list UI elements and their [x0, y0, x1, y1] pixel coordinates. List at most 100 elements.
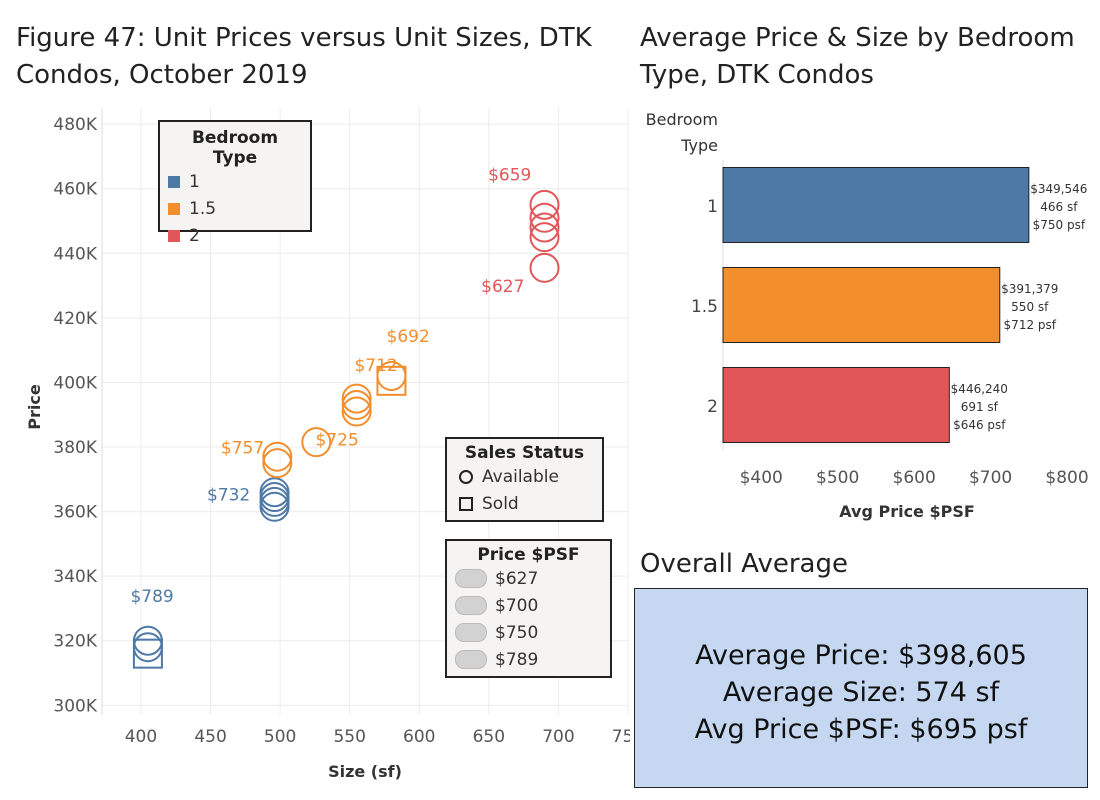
legend-title: Bedroom Type [191, 128, 279, 168]
scatter-chart-title: Figure 47: Unit Prices versus Unit Sizes… [16, 23, 592, 90]
size-swatch [455, 650, 487, 669]
legend-label: $750 [495, 622, 539, 643]
y-tick-label: 420K [53, 309, 97, 329]
color-swatch [168, 229, 180, 242]
category-header: Bedroom [646, 110, 718, 129]
x-tick-label: 550 [333, 727, 365, 747]
x-tick-label: $600 [893, 468, 936, 488]
size-swatch [455, 569, 487, 588]
circle-icon [459, 469, 473, 484]
data-label: $627 [481, 277, 524, 297]
y-tick-label: 480K [53, 115, 97, 135]
category-header: Type [680, 136, 718, 155]
overall-average-panel: Average Price: $398,605 Average Size: 57… [634, 588, 1088, 788]
data-point-available [341, 396, 372, 427]
legend-label: Available [482, 466, 559, 487]
legend-label: $789 [495, 649, 539, 670]
category-label: 1.5 [691, 297, 718, 317]
legend-item-available[interactable]: Available [459, 463, 590, 490]
data-point-available [529, 252, 560, 283]
x-tick-label: 450 [194, 727, 226, 747]
scatter-marks [132, 189, 560, 669]
legend-label: 2 [189, 225, 200, 246]
square-icon [459, 496, 473, 511]
data-label: $732 [207, 485, 250, 505]
y-tick-label: 360K [53, 503, 97, 523]
bar-data-label: $750 psf [1033, 218, 1086, 232]
legend-title: Price $PSF [477, 545, 580, 565]
data-point-available [529, 189, 560, 220]
y-tick-label: 340K [53, 567, 97, 587]
data-point-available [341, 383, 372, 414]
legend-item-sold[interactable]: Sold [459, 490, 590, 517]
size-swatch [455, 623, 487, 642]
size-swatch [455, 596, 487, 615]
legend-label: Sold [482, 493, 519, 514]
legend-label: 1 [189, 171, 200, 192]
bar-data-label: $712 psf [1004, 318, 1057, 332]
data-label: $692 [387, 327, 430, 347]
bar [722, 367, 950, 443]
legend-item-1[interactable]: 1 [168, 168, 302, 195]
x-tick-label: 500 [264, 727, 296, 747]
color-swatch [168, 202, 180, 215]
y-axis-label: Price [25, 384, 44, 430]
x-tick-label: $800 [1045, 468, 1088, 488]
bar-data-label: 466 sf [1040, 200, 1078, 214]
data-point-available [529, 212, 560, 243]
y-tick-label: 400K [53, 373, 97, 393]
x-tick-label: 700 [542, 727, 574, 747]
x-tick-label: 650 [473, 727, 505, 747]
x-tick-label: 750 [612, 727, 630, 747]
bar-axes: Bedroom Type $400 $500 $600 $700 $800 Avg Price… [646, 110, 1089, 521]
legend-label: 1.5 [189, 198, 217, 219]
bar-data-label: $391,379 [1001, 282, 1058, 296]
y-tick-label: 320K [53, 632, 97, 652]
y-tick-label: 460K [53, 180, 97, 200]
y-tick-label: 440K [53, 244, 97, 264]
average-psf-text: Avg Price $PSF: $695 psf [694, 713, 1028, 745]
bar-chart: Bedroom Type $400 $500 $600 $700 $800 Avg Price… [646, 110, 1089, 521]
scatter-chart: 400 450 500 550 600 650 700 750 300K 320K 340K 360K… [25, 108, 630, 781]
legend-item-psf[interactable]: $627 [455, 565, 602, 592]
x-tick-label: $500 [816, 468, 859, 488]
data-point-available [529, 222, 560, 253]
data-point-available [132, 632, 163, 663]
bar-data-label: $646 psf [953, 418, 1006, 432]
legend-item-1-5[interactable]: 1.5 [168, 195, 302, 222]
data-point-available [262, 441, 293, 472]
legend-item-2[interactable]: 2 [168, 222, 302, 249]
data-point-available [259, 491, 290, 522]
data-label: $659 [488, 166, 531, 186]
x-tick-label: 600 [403, 727, 435, 747]
bedroom-type-legend: Bedroom Type 1 1.5 2 [158, 120, 312, 246]
legend-item-psf[interactable]: $700 [455, 592, 602, 619]
bar [722, 167, 1030, 243]
x-axis-label: Avg Price $PSF [839, 502, 975, 521]
data-point-available [301, 427, 332, 458]
bar-data-label: 550 sf [1011, 300, 1049, 314]
x-tick-label: $700 [969, 468, 1012, 488]
x-tick-label: $400 [740, 468, 783, 488]
average-size-text: Average Size: 574 sf [722, 676, 1000, 708]
legend-label: $627 [495, 568, 539, 589]
data-point-available [529, 202, 560, 233]
data-point-sold [376, 365, 407, 396]
legend-item-psf[interactable]: $789 [455, 646, 602, 673]
bar [722, 267, 1001, 343]
data-label: $712 [354, 356, 397, 376]
data-label: $725 [316, 430, 359, 450]
y-tick-label: 300K [53, 696, 97, 716]
bar-data-label: 691 sf [961, 400, 999, 414]
data-point-sold [132, 638, 163, 669]
bar-chart-title: Average Price & Size by Bedroom Type, DT… [640, 23, 1075, 90]
bar-data-label: $349,546 [1030, 182, 1087, 196]
data-point-available [262, 448, 293, 479]
sales-status-legend: Sales Status Available Sold [445, 437, 604, 522]
legend-title: Sales Status [464, 443, 585, 463]
overall-average-heading: Overall Average [640, 549, 848, 579]
y-tick-label: 380K [53, 438, 97, 458]
average-price-text: Average Price: $398,605 [695, 639, 1027, 671]
scatter-axes: 400 450 500 550 600 650 700 750 300K 320K 340K 360K… [25, 108, 630, 781]
legend-item-psf[interactable]: $750 [455, 619, 602, 646]
